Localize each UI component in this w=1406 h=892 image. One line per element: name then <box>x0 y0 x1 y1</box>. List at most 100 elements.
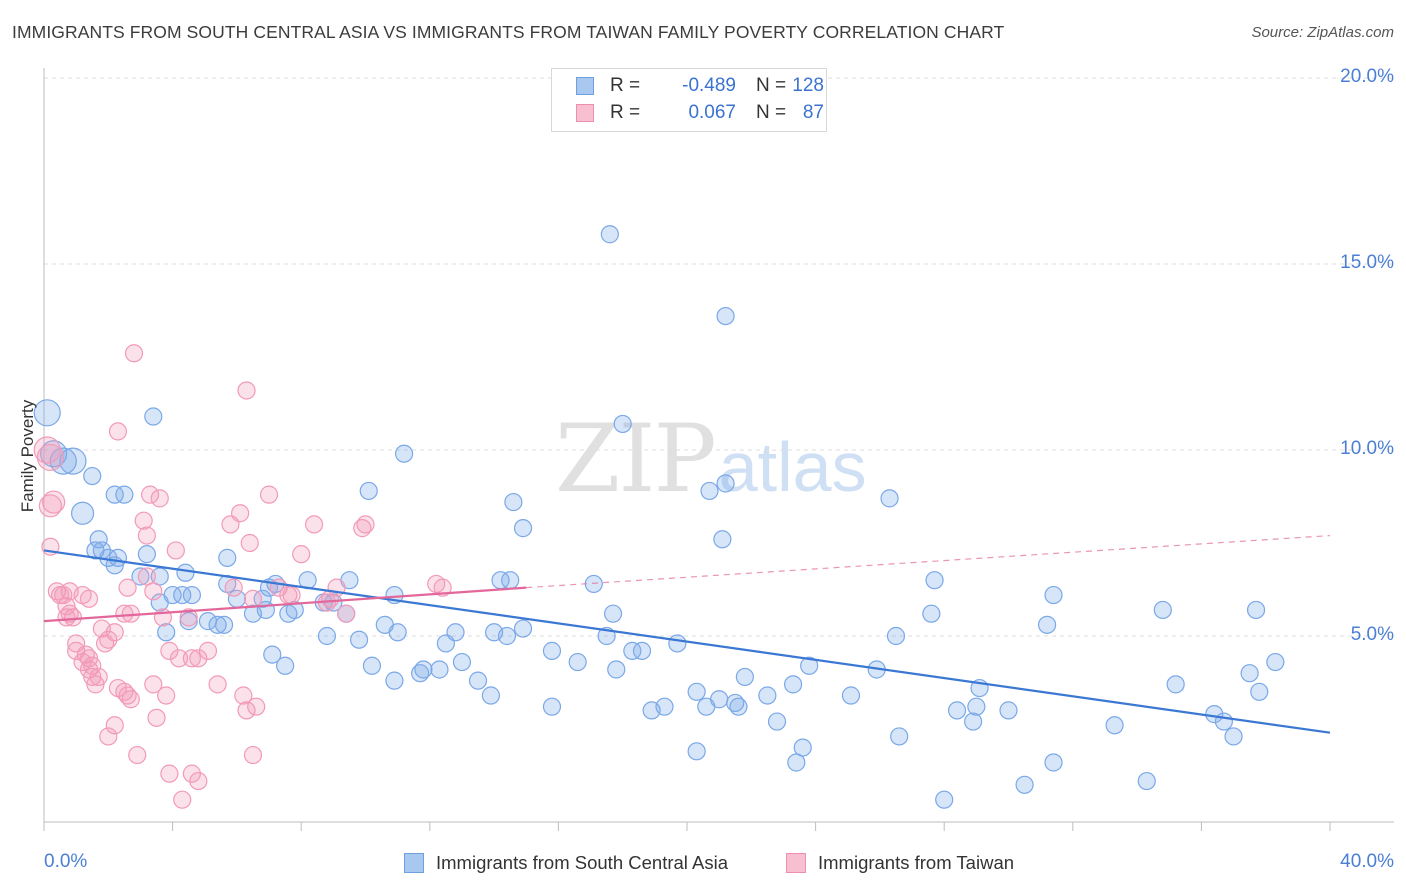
point-taiwan <box>234 686 253 705</box>
chart-source[interactable]: Source: ZipAtlas.com <box>1251 24 1394 41</box>
point-south-central-asia <box>886 626 906 646</box>
point-south-central-asia <box>800 656 819 675</box>
point-taiwan <box>292 545 311 564</box>
legend-swatch-taiwan <box>576 104 594 122</box>
point-south-central-asia <box>481 686 500 705</box>
grid-lines <box>44 77 1394 637</box>
point-south-central-asia <box>600 225 619 244</box>
point-taiwan <box>105 716 124 735</box>
point-taiwan <box>144 582 163 601</box>
point-south-central-asia <box>176 563 195 582</box>
point-south-central-asia <box>1153 600 1172 620</box>
point-taiwan <box>105 623 124 642</box>
legend-n-value: 128 <box>792 75 824 96</box>
point-south-central-asia <box>115 485 134 504</box>
point-south-central-asia <box>1240 664 1259 683</box>
point-south-central-asia <box>105 485 124 504</box>
point-taiwan <box>150 489 169 508</box>
point-south-central-asia <box>735 667 754 687</box>
point-taiwan <box>247 697 266 716</box>
legend-r-value: 0.067 <box>688 102 736 123</box>
point-taiwan <box>243 745 263 765</box>
point-south-central-asia <box>501 571 520 590</box>
point-taiwan <box>38 494 63 518</box>
point-taiwan <box>279 585 298 605</box>
point-taiwan <box>128 745 147 765</box>
point-taiwan <box>144 675 163 694</box>
point-taiwan <box>99 630 118 649</box>
trend-line-taiwan-extension <box>526 534 1331 589</box>
point-south-central-asia <box>668 634 687 653</box>
point-taiwan <box>189 771 208 791</box>
point-taiwan <box>356 515 375 534</box>
y-tick-label: 5.0% <box>1350 624 1394 645</box>
y-tick-label: 20.0% <box>1340 66 1394 87</box>
point-south-central-asia <box>89 530 108 549</box>
y-tick-label: 10.0% <box>1340 438 1394 459</box>
point-taiwan <box>60 582 79 601</box>
point-south-central-asia <box>33 399 61 427</box>
data-points <box>33 225 1285 809</box>
legend: R = -0.489 N = 128 R = 0.067 N = 87 <box>551 68 827 132</box>
point-south-central-asia <box>542 697 562 716</box>
point-taiwan <box>137 526 156 545</box>
point-south-central-asia <box>276 656 295 675</box>
point-south-central-asia <box>607 660 626 679</box>
point-south-central-asia <box>144 407 163 426</box>
legend-r-value: -0.489 <box>682 75 736 96</box>
point-south-central-asia <box>359 481 378 501</box>
point-south-central-asia <box>922 604 941 623</box>
point-taiwan <box>160 641 179 660</box>
chart-title: IMMIGRANTS FROM SOUTH CENTRAL ASIA VS IM… <box>12 22 1005 42</box>
point-south-central-asia <box>964 712 983 731</box>
point-south-central-asia <box>967 697 986 716</box>
point-south-central-asia <box>613 414 632 434</box>
point-south-central-asia <box>935 790 954 809</box>
point-south-central-asia <box>59 447 87 475</box>
point-south-central-asia <box>163 585 182 605</box>
point-south-central-asia <box>1250 682 1269 701</box>
y-axis-label: Family Poverty <box>18 399 37 513</box>
point-south-central-asia <box>430 660 449 679</box>
point-south-central-asia <box>716 306 735 326</box>
point-taiwan <box>115 604 134 623</box>
point-south-central-asia <box>317 626 337 646</box>
point-south-central-asia <box>568 652 587 672</box>
point-south-central-asia <box>173 585 192 605</box>
point-taiwan <box>243 589 263 608</box>
point-south-central-asia <box>411 664 430 683</box>
point-south-central-asia <box>890 727 909 746</box>
point-south-central-asia <box>182 585 201 605</box>
point-south-central-asia <box>687 682 706 701</box>
legend-swatch-south-central-asia <box>576 77 594 95</box>
trend-line-taiwan <box>43 586 527 623</box>
point-south-central-asia <box>655 697 674 716</box>
point-taiwan <box>147 708 166 727</box>
point-taiwan <box>182 764 201 783</box>
point-south-central-asia <box>208 615 227 634</box>
series-legend-swatch <box>786 853 806 873</box>
point-south-central-asia <box>542 641 562 660</box>
point-south-central-asia <box>513 619 533 638</box>
point-taiwan <box>182 649 201 668</box>
point-south-central-asia <box>452 652 472 672</box>
series-legend-swatch <box>404 853 424 873</box>
y-tick-label: 15.0% <box>1340 252 1394 273</box>
point-taiwan <box>121 690 140 709</box>
series-legend-label: Immigrants from South Central Asia <box>436 852 728 873</box>
point-taiwan <box>198 641 218 660</box>
point-taiwan <box>237 701 256 720</box>
point-taiwan <box>157 686 176 705</box>
point-taiwan <box>160 764 179 783</box>
point-south-central-asia <box>385 671 404 690</box>
point-taiwan <box>337 604 356 623</box>
point-taiwan <box>237 381 256 400</box>
point-south-central-asia <box>925 571 944 590</box>
x-tick-label: 40.0% <box>1340 851 1394 872</box>
point-south-central-asia <box>214 615 234 634</box>
point-south-central-asia <box>841 686 861 705</box>
point-south-central-asia <box>137 545 156 564</box>
point-south-central-asia <box>713 530 732 549</box>
point-south-central-asia <box>687 742 706 761</box>
point-south-central-asia <box>700 481 719 501</box>
